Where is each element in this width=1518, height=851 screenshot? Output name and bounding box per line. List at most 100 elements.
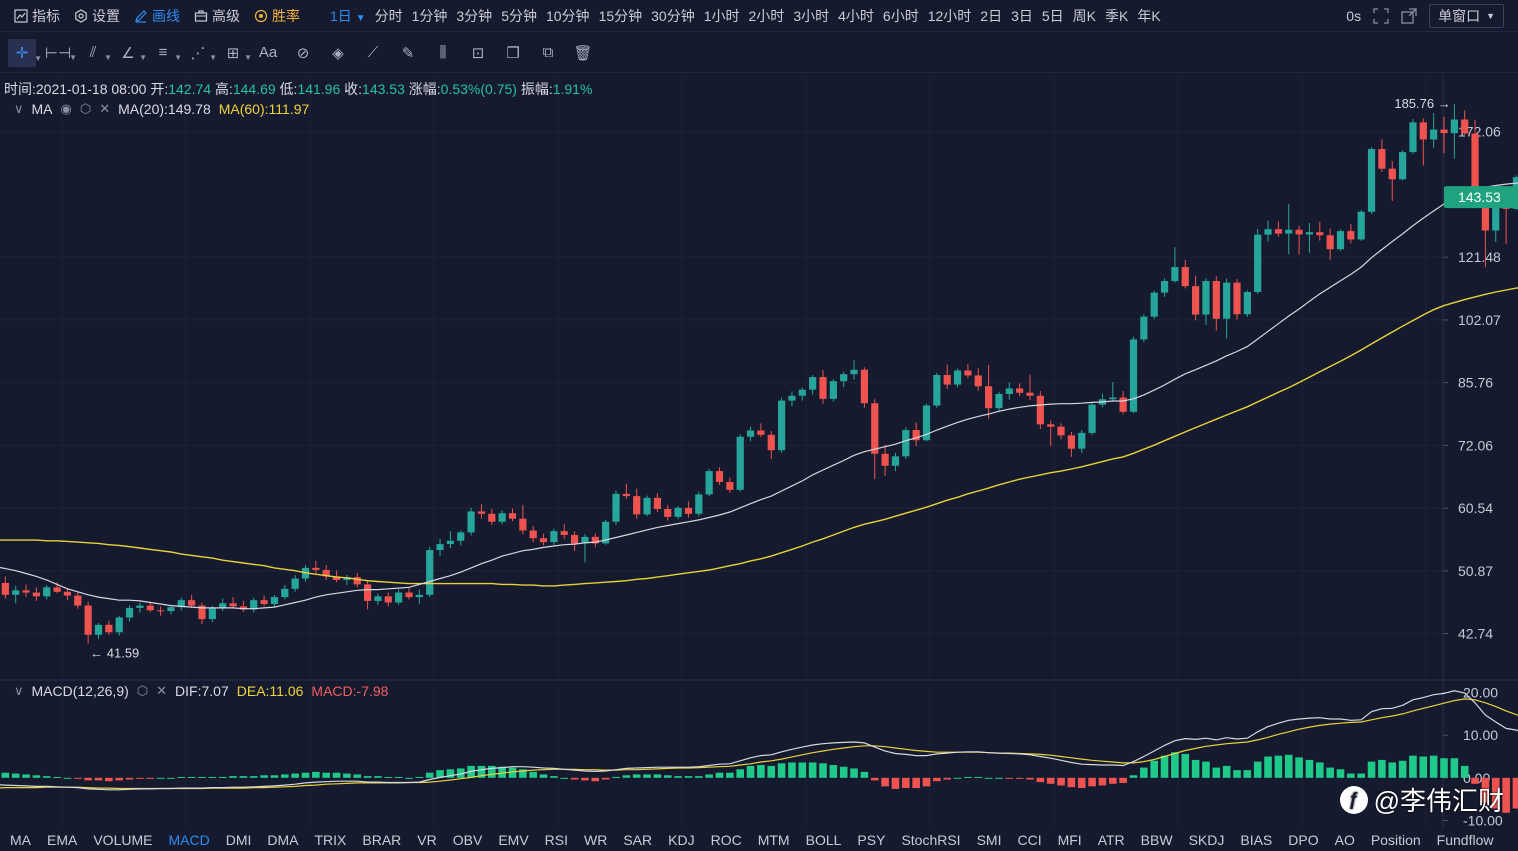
indicator-tab-obv[interactable]: OBV xyxy=(452,832,483,848)
trend-line-tool[interactable]: ⫽ ▼ xyxy=(89,44,112,62)
ma-close-icon[interactable]: ✕ xyxy=(99,101,111,116)
period-option[interactable]: 5日 xyxy=(1041,7,1064,24)
parallel-lines-tool[interactable]: ≡ ▼ xyxy=(158,44,182,62)
indicator-tab-ma[interactable]: MA xyxy=(10,832,31,848)
indicator-tab-dmi[interactable]: DMI xyxy=(225,832,252,848)
watermark-text: @李伟汇财 xyxy=(1373,786,1504,816)
brush-tool[interactable]: ✎ xyxy=(395,40,421,66)
period-active[interactable]: 1日 ▼ xyxy=(330,6,366,26)
measure-tool[interactable]: ⊞ ▼ xyxy=(226,44,252,62)
period-option[interactable]: 10分钟 xyxy=(545,7,590,24)
fibonacci-tool[interactable]: ⋰ ▼ xyxy=(190,44,218,62)
pattern-tool[interactable]: ⊘ xyxy=(290,40,316,66)
period-option[interactable]: 1小时 xyxy=(703,7,740,24)
indicator-tab-bias[interactable]: BIAS xyxy=(1240,832,1273,848)
indicator-tab-wr[interactable]: WR xyxy=(584,832,608,848)
indicator-tab-ema[interactable]: EMA xyxy=(47,832,78,848)
candle-body xyxy=(1212,281,1220,319)
indicator-tab-dpo[interactable]: DPO xyxy=(1288,832,1319,848)
macd-histogram-bar xyxy=(32,775,41,778)
indicator-tab-trix[interactable]: TRIX xyxy=(314,832,347,848)
macd-histogram-bar xyxy=(726,772,734,778)
indicator-tab-skdj[interactable]: SKDJ xyxy=(1188,832,1225,848)
candle-body xyxy=(705,471,713,495)
position-tool[interactable]: ⫼ xyxy=(430,40,456,66)
eye-icon[interactable]: ◉ xyxy=(60,101,72,116)
macd-histogram-bar xyxy=(353,774,362,778)
lock-tool[interactable]: ⊡ xyxy=(465,40,491,66)
indicator-tab-stochrsi[interactable]: StochRSI xyxy=(901,832,961,848)
period-option[interactable]: 30分钟 xyxy=(651,7,695,24)
period-option[interactable]: 3小时 xyxy=(793,7,830,24)
window-mode-select[interactable]: 单窗口 ▼ xyxy=(1429,4,1504,28)
indicator-tab-volume[interactable]: VOLUME xyxy=(93,832,153,848)
indicator-tab-sar[interactable]: SAR xyxy=(623,832,653,848)
period-option[interactable]: 3分钟 xyxy=(456,7,493,24)
ruler-tool[interactable]: ⟋ xyxy=(360,40,386,66)
advanced-menu[interactable]: 高级 xyxy=(194,6,240,26)
winrate-menu[interactable]: 胜率 xyxy=(254,6,300,26)
indicator-tab-smi[interactable]: SMI xyxy=(976,832,1002,848)
indicator-tab-psy[interactable]: PSY xyxy=(857,832,886,848)
copy-tool[interactable]: ❐ xyxy=(500,40,526,66)
indicator-tab-fundflow[interactable]: Fundflow xyxy=(1436,832,1494,848)
angle-tool[interactable]: ∠ ▼ xyxy=(121,44,147,62)
fullscreen-icon[interactable] xyxy=(1373,8,1389,24)
period-option[interactable]: 季K xyxy=(1105,7,1129,24)
indicator-tab-dma[interactable]: DMA xyxy=(267,832,299,848)
popout-icon[interactable] xyxy=(1401,8,1417,24)
macd-histogram-bar xyxy=(1233,770,1241,778)
indicator-tab-brar[interactable]: BRAR xyxy=(362,832,402,848)
indicator-tab-vr[interactable]: VR xyxy=(417,832,437,848)
indicator-menu[interactable]: 指标 xyxy=(14,6,60,26)
indicator-tab-macd[interactable]: MACD xyxy=(168,832,210,848)
period-option[interactable]: 2日 xyxy=(980,7,1003,24)
macd-histogram-bar xyxy=(860,771,869,778)
eraser-tool[interactable]: ◈ xyxy=(325,40,351,66)
macd-settings-icon[interactable]: ⬡ xyxy=(136,683,149,698)
open-value: 142.74 xyxy=(168,81,212,97)
indicator-tab-emv[interactable]: EMV xyxy=(498,832,529,848)
indicator-tab-rsi[interactable]: RSI xyxy=(544,832,569,848)
macd-histogram-bar xyxy=(695,776,703,778)
collapse-ma-icon[interactable]: ∨ xyxy=(14,101,24,116)
indicator-tab-mfi[interactable]: MFI xyxy=(1057,832,1082,848)
text-tool[interactable]: Aa xyxy=(255,40,281,66)
candle-body xyxy=(1336,231,1345,250)
macd-close-icon[interactable]: ✕ xyxy=(156,683,168,698)
period-option[interactable]: 年K xyxy=(1137,7,1161,24)
period-option[interactable]: 6小时 xyxy=(882,7,919,24)
candle-body xyxy=(602,521,610,544)
snapshot-tool[interactable]: ⧉ xyxy=(535,40,561,66)
indicator-tab-cci[interactable]: CCI xyxy=(1017,832,1042,848)
delete-tool[interactable]: 🗑︎ xyxy=(570,40,596,66)
ma-settings-icon[interactable]: ⬡ xyxy=(79,101,92,116)
horizontal-line-tool[interactable]: ⊢⊣ ▼ xyxy=(44,44,77,62)
settings-menu[interactable]: 设置 xyxy=(74,6,120,26)
period-option[interactable]: 5分钟 xyxy=(501,7,537,24)
indicator-tab-boll[interactable]: BOLL xyxy=(805,832,842,848)
macd-histogram-bar xyxy=(249,776,258,778)
indicator-tab-position[interactable]: Position xyxy=(1370,832,1421,848)
indicator-tab-roc[interactable]: ROC xyxy=(710,832,742,848)
period-option[interactable]: 1分钟 xyxy=(411,7,448,24)
indicator-tab-kdj[interactable]: KDJ xyxy=(668,832,695,848)
copy-icon: ❐ xyxy=(506,44,520,62)
collapse-macd-icon[interactable]: ∨ xyxy=(14,683,24,698)
period-option[interactable]: 2小时 xyxy=(748,7,785,24)
period-option[interactable]: 周K xyxy=(1072,7,1097,24)
draw-menu[interactable]: 画线 xyxy=(134,6,180,26)
indicator-tab-ao[interactable]: AO xyxy=(1334,832,1355,848)
period-option[interactable]: 15分钟 xyxy=(598,7,643,24)
price-axis-label: 121.48 xyxy=(1458,249,1501,265)
indicator-tab-mtm[interactable]: MTM xyxy=(757,832,790,848)
crosshair-tool[interactable]: ✛ ▼ xyxy=(8,38,42,67)
period-option[interactable]: 3日 xyxy=(1011,7,1033,24)
period-option[interactable]: 4小时 xyxy=(838,7,874,24)
period-option[interactable]: 分时 xyxy=(374,7,403,24)
period-option[interactable]: 12小时 xyxy=(927,7,972,24)
indicator-tab-bbw[interactable]: BBW xyxy=(1140,832,1173,848)
indicator-tab-atr[interactable]: ATR xyxy=(1097,832,1125,848)
candle-body xyxy=(1285,229,1293,234)
